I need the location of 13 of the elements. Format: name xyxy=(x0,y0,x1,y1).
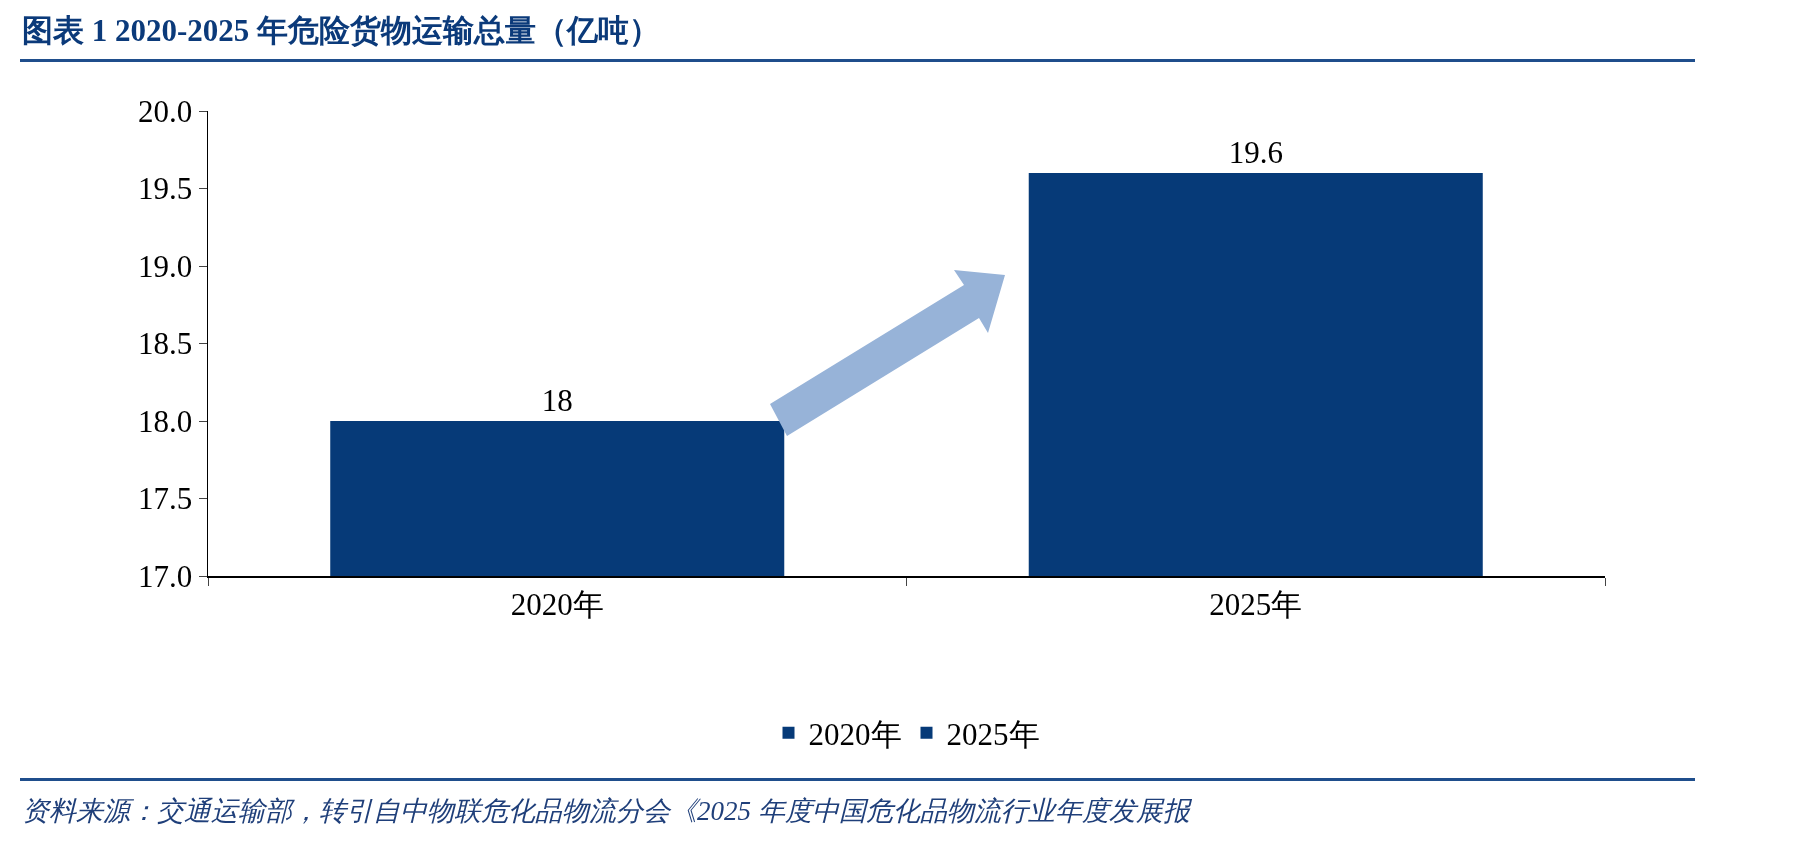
legend-label: 2025年 xyxy=(946,716,1040,752)
y-tick-label: 19.5 xyxy=(138,171,193,207)
y-tick-label: 18.0 xyxy=(138,403,193,439)
y-tick-label: 20.0 xyxy=(138,93,193,129)
data-label: 18 xyxy=(541,383,573,418)
y-tick-label: 17.0 xyxy=(138,558,193,594)
y-tick-label: 18.5 xyxy=(138,326,193,362)
y-tick-label: 19.0 xyxy=(138,248,193,284)
y-tick-label: 17.5 xyxy=(138,481,193,517)
chart-title: 图表 1 2020-2025 年危险货物运输总量（亿吨） xyxy=(22,12,661,50)
legend-label: 2020年 xyxy=(808,716,902,752)
text: 资料来源：交通运输部，转引自中物联危化品物流分会《2025 年度中国危化品物流行业年度发展报 xyxy=(22,795,1190,828)
data-label: 19.6 xyxy=(1228,135,1283,170)
